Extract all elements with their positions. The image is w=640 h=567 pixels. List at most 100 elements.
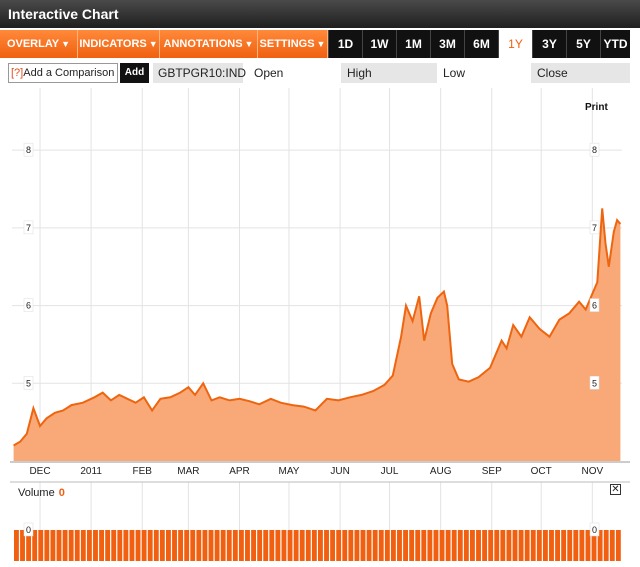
volume-bar [26, 530, 32, 561]
comparison-input[interactable]: [?]Add a Comparison [8, 63, 118, 83]
volume-bar [305, 530, 311, 561]
annotations-menu-button[interactable]: ANNOTATIONS ▼ [160, 30, 258, 58]
volume-bar [32, 530, 38, 561]
volume-bar [232, 530, 238, 561]
volume-bar [14, 530, 19, 561]
range-6m-button[interactable]: 6M [464, 30, 498, 58]
volume-bar [384, 530, 390, 561]
volume-bar [202, 530, 208, 561]
annotations-menu-label: ANNOTATIONS [163, 38, 243, 50]
x-tick-label: JUL [381, 466, 399, 477]
range-1d-button[interactable]: 1D [328, 30, 362, 58]
high-field: High [341, 63, 437, 83]
y-tick-box [23, 142, 34, 157]
x-tick-label: APR [229, 466, 250, 477]
volume-bar [542, 530, 548, 561]
range-1y-button[interactable]: 1Y [498, 30, 532, 58]
volume-bar [567, 530, 573, 561]
range-1w-button[interactable]: 1W [362, 30, 396, 58]
x-tick-label: 2011 [80, 466, 102, 477]
volume-bar [336, 530, 342, 561]
volume-bar [390, 530, 396, 561]
volume-bar [470, 530, 475, 561]
range-3y-button[interactable]: 3Y [532, 30, 566, 58]
volume-bar [93, 530, 98, 561]
volume-bar [439, 530, 445, 561]
volume-bar [445, 530, 451, 561]
volume-bar [366, 530, 372, 561]
chevron-down-icon: ▼ [148, 39, 158, 49]
volume-bar [573, 530, 579, 561]
volume-bar [342, 530, 348, 561]
ticker-symbol: GBTPGR10:IND [153, 63, 246, 83]
x-tick-label: DEC [29, 466, 50, 477]
volume-bar [117, 530, 123, 561]
volume-bar [311, 530, 317, 561]
volume-bar [433, 530, 439, 561]
volume-bar [324, 530, 329, 561]
y-tick-box [589, 376, 600, 390]
volume-label: Volume 0 [18, 487, 65, 499]
volume-bar [50, 530, 56, 561]
volume-bar [99, 530, 104, 561]
x-tick-label: MAY [279, 466, 300, 477]
volume-bar [184, 530, 190, 561]
volume-bar [214, 530, 220, 561]
y-tick-label: 5 [26, 378, 31, 388]
volume-bar [482, 530, 488, 561]
overlay-menu-button[interactable]: OVERLAY ▼ [0, 30, 78, 58]
indicators-menu-button[interactable]: INDICATORS ▼ [78, 30, 160, 58]
volume-bars [14, 530, 621, 561]
volume-bar [80, 530, 86, 561]
range-5y-button[interactable]: 5Y [566, 30, 600, 58]
volume-bar [372, 530, 378, 561]
volume-bar [251, 530, 256, 561]
chart-toolbar: OVERLAY ▼ INDICATORS ▼ ANNOTATIONS ▼ SETTIN… [0, 30, 640, 58]
volume-bar [500, 530, 506, 561]
price-line [13, 208, 622, 447]
volume-bar [245, 530, 250, 561]
volume-bar [111, 530, 117, 561]
print-link[interactable]: Print [585, 102, 608, 113]
y-tick-label: 8 [26, 145, 31, 155]
chevron-down-icon: ▼ [61, 39, 71, 49]
x-tick-label: MAR [177, 466, 199, 477]
volume-bar [190, 530, 196, 561]
vertical-gridlines [39, 88, 593, 560]
settings-menu-button[interactable]: SETTINGS ▼ [258, 30, 328, 58]
volume-bar [615, 530, 621, 561]
volume-bar [178, 530, 184, 561]
volume-tick-label: 0 [26, 525, 31, 535]
help-link[interactable]: [?] [11, 67, 24, 79]
volume-tick-label: 0 [592, 525, 597, 535]
y-axis-ticks: 5 5 6 6 7 7 8 8 [23, 142, 600, 390]
x-tick-label: AUG [430, 466, 452, 477]
y-tick-label: 6 [592, 301, 597, 311]
range-1m-button[interactable]: 1M [396, 30, 430, 58]
volume-bar [208, 530, 214, 561]
range-3m-button[interactable]: 3M [430, 30, 464, 58]
volume-bar [579, 530, 585, 561]
y-tick-box [589, 298, 600, 312]
y-tick-box [589, 142, 600, 157]
overlay-menu-label: OVERLAY [6, 38, 60, 50]
volume-bar [561, 530, 567, 561]
volume-bar [172, 530, 177, 561]
price-area [13, 208, 621, 461]
volume-bar [597, 530, 603, 561]
y-tick-box [23, 220, 34, 235]
volume-bar [129, 530, 135, 561]
close-icon[interactable]: ✕ [610, 484, 621, 495]
volume-bar [257, 530, 263, 561]
y-tick-label: 5 [592, 378, 597, 388]
range-ytd-button[interactable]: YTD [600, 30, 630, 58]
open-field: Open [254, 66, 284, 80]
volume-bar [147, 530, 153, 561]
volume-bar [427, 530, 433, 561]
volume-bar [585, 530, 591, 561]
add-comparison-button[interactable]: Add [120, 63, 149, 83]
volume-bar [166, 530, 171, 561]
quote-bar: [?]Add a Comparison Add GBTPGR10:IND Ope… [0, 62, 640, 84]
volume-bar [135, 530, 141, 561]
chevron-down-icon: ▼ [316, 39, 326, 49]
